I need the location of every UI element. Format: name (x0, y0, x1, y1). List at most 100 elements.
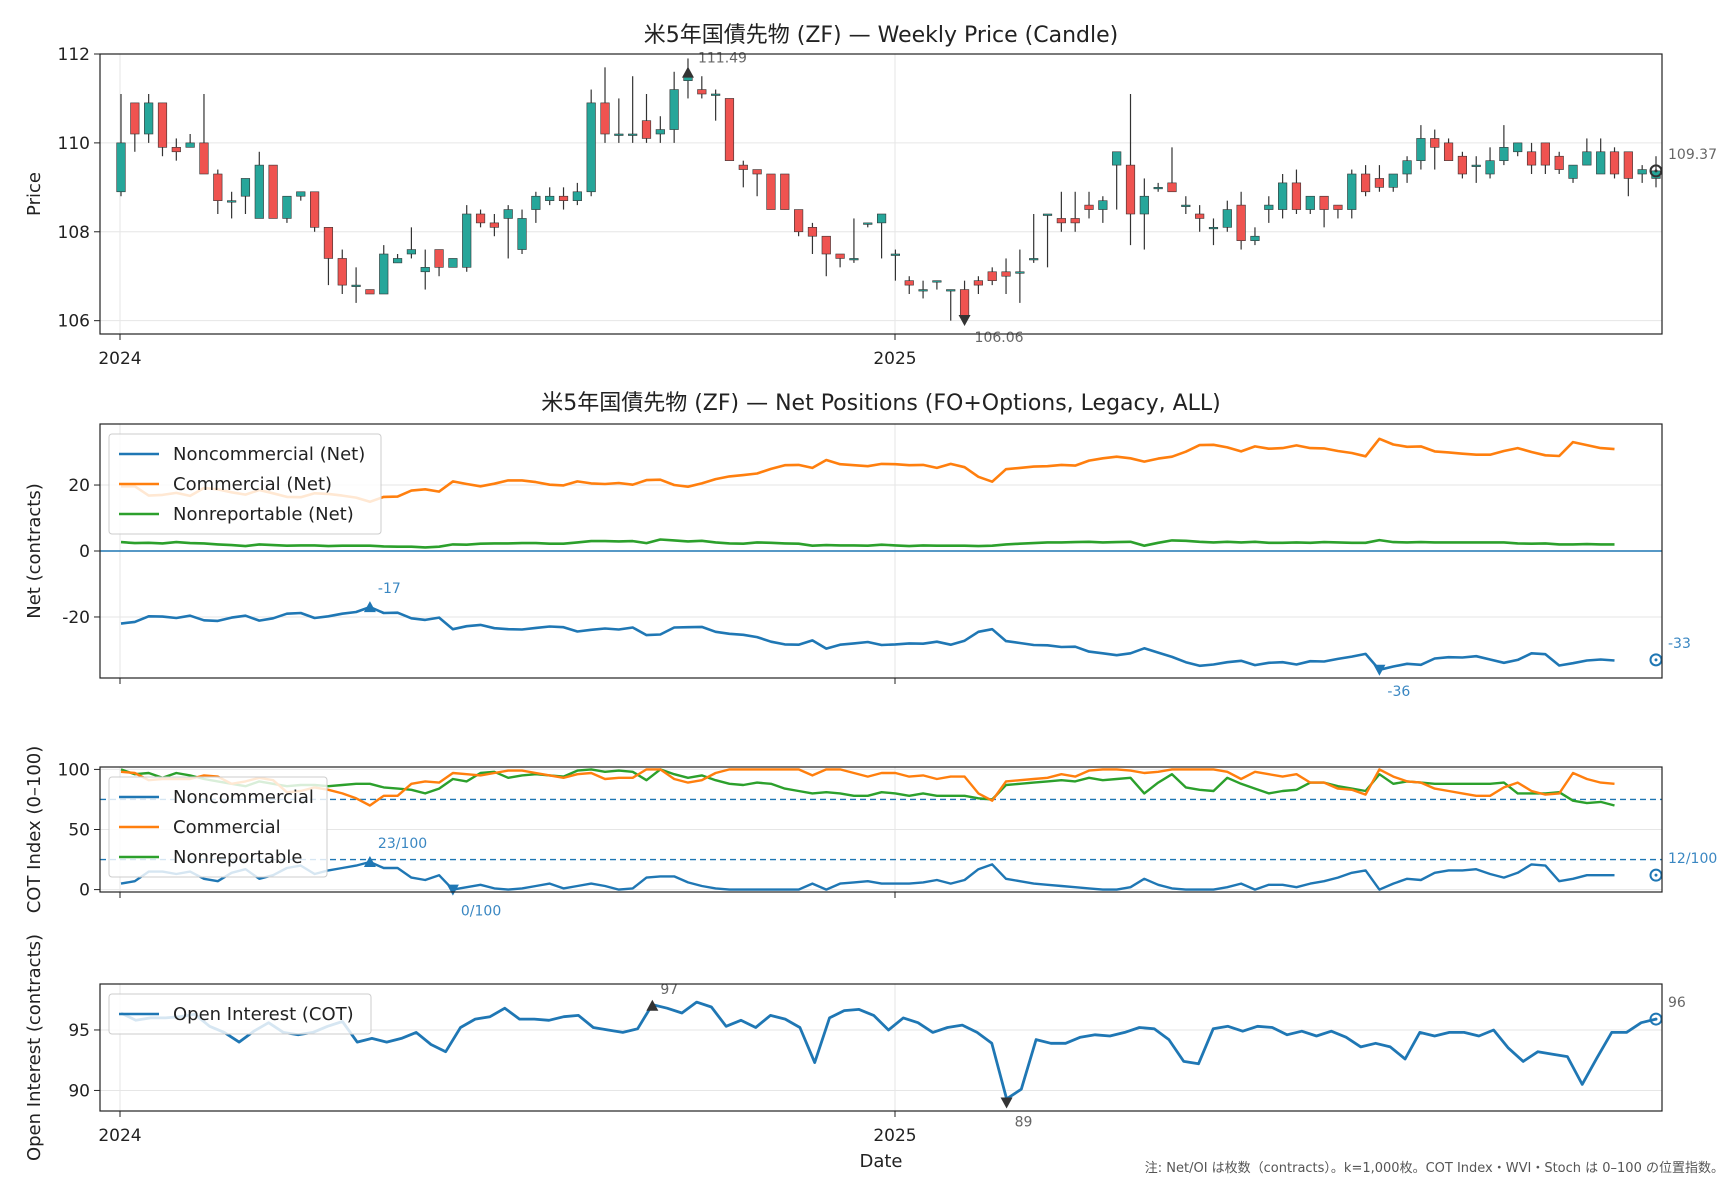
candle-body (392, 258, 403, 264)
candle-body (918, 289, 928, 292)
candle-body (434, 249, 444, 268)
min-marker (1373, 664, 1386, 676)
x-tick-label: 2024 (98, 349, 141, 369)
legend-entry: Commercial (Net) (173, 474, 332, 495)
candle-body (213, 173, 223, 201)
candle-body (1264, 204, 1274, 210)
candle-body (849, 258, 859, 261)
x-axis-label: Date (859, 1151, 902, 1172)
y-tick-label: -20 (62, 608, 90, 628)
candle-body (558, 195, 569, 201)
candle-body (738, 164, 748, 170)
candle-body (876, 213, 887, 224)
candle-body (517, 218, 527, 250)
candle-body (1457, 155, 1467, 175)
candle-body (752, 169, 762, 175)
candle-body (614, 133, 624, 136)
candle-body (1278, 182, 1288, 210)
candle-body (545, 195, 555, 201)
candle-body (1347, 173, 1357, 210)
y-axis-label: Price (24, 172, 45, 216)
legend-box (108, 993, 372, 1035)
candle-body (1374, 178, 1385, 188)
candle-body (1139, 195, 1149, 215)
candle-body (600, 102, 610, 135)
min-marker (958, 315, 971, 326)
last-label: 12/100 (1668, 851, 1717, 867)
candle-body (337, 258, 347, 286)
candle-body (1402, 160, 1412, 175)
y-tick-label: 90 (68, 1081, 90, 1101)
candle-body (1167, 182, 1177, 193)
candle-body (835, 253, 845, 259)
candle-body (462, 213, 472, 268)
candle-body (1112, 151, 1122, 166)
candle-body (310, 191, 320, 228)
max-label: 23/100 (378, 836, 427, 852)
candle-body (1623, 151, 1633, 179)
candle-body (724, 98, 735, 161)
x-tick-label: 2024 (98, 1126, 141, 1146)
y-axis-label: Net (contracts) (24, 483, 45, 619)
candle-body (959, 289, 970, 317)
candle-body (144, 102, 154, 135)
candle-body (946, 289, 956, 292)
x-tick-label: 2025 (873, 349, 916, 369)
candle-body (780, 173, 790, 210)
last-marker-dot (1654, 873, 1658, 877)
candle-body (1361, 173, 1371, 193)
candle-body (1001, 271, 1011, 277)
candle-body (1443, 142, 1454, 161)
legend-entry: Nonreportable (Net) (173, 504, 354, 525)
last-marker-dot (1654, 169, 1658, 173)
candle-body (1222, 209, 1232, 228)
min-label: 89 (1015, 1115, 1033, 1131)
max-label: -17 (378, 581, 401, 597)
candle-body (379, 253, 389, 295)
candle-body (157, 102, 168, 148)
candle-body (807, 227, 818, 237)
candle-body (973, 280, 983, 286)
min-marker (446, 884, 459, 896)
x-tick-label: 2025 (873, 1126, 916, 1146)
candle-body (794, 209, 804, 233)
candle-body (130, 102, 140, 135)
candle-body (1333, 204, 1343, 210)
last-label: -33 (1668, 636, 1691, 652)
candle-body (1153, 187, 1163, 190)
candle-body (1485, 160, 1495, 175)
candle-body (1125, 164, 1136, 215)
legend-box (108, 776, 328, 878)
series-line (120, 860, 1615, 891)
candle-body (1582, 151, 1592, 166)
candle-body (503, 209, 513, 219)
candle-body (1236, 204, 1246, 241)
candle-body (1637, 169, 1647, 175)
candle-body (711, 93, 721, 96)
candle-body (1195, 213, 1205, 219)
legend-box (108, 433, 382, 535)
candle-body (987, 271, 997, 281)
candle-body (1305, 195, 1315, 210)
candle-body (890, 253, 901, 256)
series-line (120, 768, 1615, 807)
legend-entry: Noncommercial (Net) (173, 444, 365, 465)
candle-body (766, 173, 776, 210)
candle-body (1513, 142, 1523, 153)
candle-body (1029, 258, 1039, 261)
candle-body (323, 227, 334, 259)
candle-body (669, 89, 679, 130)
y-tick-label: 95 (68, 1021, 90, 1041)
chart-title: 米5年国債先物 (ZF) — Net Positions (FO+Options… (541, 391, 1221, 416)
candle-body (1540, 142, 1550, 166)
candle-body (1609, 151, 1620, 175)
candle-body (489, 222, 499, 228)
candle-body (1181, 204, 1191, 207)
candle-body (240, 178, 251, 197)
plot-frame (99, 53, 1663, 335)
y-tick-label: 50 (68, 821, 90, 841)
candle-body (185, 142, 195, 148)
y-tick-label: 106 (58, 312, 90, 332)
candle-body (116, 142, 126, 193)
candle-body (1471, 164, 1481, 167)
